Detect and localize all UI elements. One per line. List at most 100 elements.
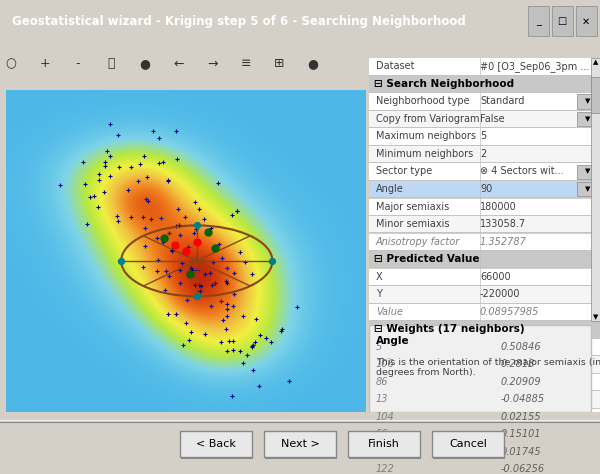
FancyBboxPatch shape <box>264 431 336 457</box>
Point <box>206 302 216 310</box>
FancyBboxPatch shape <box>369 93 600 110</box>
Point <box>175 266 185 273</box>
FancyBboxPatch shape <box>369 164 600 180</box>
Point <box>126 163 136 171</box>
Point <box>164 310 173 318</box>
Text: -220000: -220000 <box>480 289 520 299</box>
Point <box>238 359 248 367</box>
Point <box>247 342 256 350</box>
Point <box>191 225 201 233</box>
Point <box>192 238 202 246</box>
Text: 180000: 180000 <box>480 201 517 211</box>
Point <box>99 188 109 196</box>
Point <box>227 392 236 400</box>
FancyBboxPatch shape <box>480 464 495 474</box>
Point <box>190 281 200 288</box>
FancyBboxPatch shape <box>369 321 600 337</box>
Text: 0.01745: 0.01745 <box>500 447 541 457</box>
Text: Major semiaxis: Major semiaxis <box>376 201 449 211</box>
Point <box>95 176 104 183</box>
FancyBboxPatch shape <box>369 146 600 163</box>
Point <box>194 205 203 213</box>
Text: Finish: Finish <box>368 439 400 449</box>
Text: 133058.7: 133058.7 <box>480 219 526 229</box>
Text: Dataset: Dataset <box>376 61 415 72</box>
Text: ✋: ✋ <box>108 57 115 71</box>
Text: ▲: ▲ <box>593 59 598 65</box>
Point <box>142 173 151 181</box>
Point <box>229 346 238 354</box>
FancyBboxPatch shape <box>576 7 597 36</box>
Point <box>174 222 184 229</box>
FancyBboxPatch shape <box>369 181 600 197</box>
Point <box>152 267 162 274</box>
Text: Anisotropy factor: Anisotropy factor <box>376 237 460 246</box>
Text: →: → <box>207 57 217 71</box>
Point <box>214 179 223 187</box>
Point <box>192 292 202 300</box>
FancyBboxPatch shape <box>349 433 421 459</box>
Point <box>203 228 212 236</box>
Point <box>186 264 196 272</box>
FancyBboxPatch shape <box>369 426 600 443</box>
Point <box>100 158 110 166</box>
Text: 13: 13 <box>376 394 388 404</box>
Point <box>200 330 210 337</box>
Point <box>217 254 227 262</box>
Point <box>210 280 220 287</box>
Point <box>167 247 176 255</box>
Point <box>89 192 98 200</box>
FancyBboxPatch shape <box>480 447 495 457</box>
Point <box>133 178 143 185</box>
Point <box>146 215 155 223</box>
Point <box>113 217 123 225</box>
FancyBboxPatch shape <box>369 304 600 320</box>
Point <box>190 198 200 206</box>
FancyBboxPatch shape <box>480 359 495 369</box>
Text: -0.06256: -0.06256 <box>500 465 545 474</box>
Text: ▼: ▼ <box>584 186 590 192</box>
FancyBboxPatch shape <box>369 444 600 460</box>
Point <box>167 246 177 254</box>
Point <box>217 297 226 305</box>
Point <box>266 338 276 346</box>
Text: Angle: Angle <box>376 336 410 346</box>
FancyBboxPatch shape <box>480 411 495 422</box>
Text: 90: 90 <box>480 184 492 194</box>
FancyBboxPatch shape <box>369 338 600 355</box>
Text: ▼: ▼ <box>584 168 590 174</box>
Point <box>224 337 234 345</box>
Point <box>180 213 190 221</box>
Text: ⊗ 4 Sectors wit...: ⊗ 4 Sectors wit... <box>480 166 563 176</box>
FancyBboxPatch shape <box>432 431 504 457</box>
Point <box>194 281 203 289</box>
FancyBboxPatch shape <box>369 356 600 373</box>
Point <box>277 325 287 333</box>
Point <box>79 159 88 166</box>
Point <box>175 231 185 238</box>
FancyBboxPatch shape <box>480 394 495 404</box>
Point <box>106 120 115 128</box>
Text: Minimum neighbors: Minimum neighbors <box>376 149 473 159</box>
Text: < Back: < Back <box>196 439 236 449</box>
Point <box>261 334 271 342</box>
Point <box>268 257 277 264</box>
Point <box>222 305 232 313</box>
FancyBboxPatch shape <box>369 409 600 425</box>
Text: This is the orientation of the major semiaxis (in
degrees from North).: This is the orientation of the major sem… <box>376 357 600 377</box>
Text: ▼: ▼ <box>584 116 590 122</box>
Point <box>163 177 172 185</box>
Text: Minor semiaxis: Minor semiaxis <box>376 219 449 229</box>
FancyBboxPatch shape <box>369 251 600 267</box>
Text: 122: 122 <box>376 465 395 474</box>
Point <box>248 342 257 349</box>
Point <box>222 264 232 272</box>
Point <box>227 211 237 219</box>
FancyBboxPatch shape <box>369 286 600 302</box>
Point <box>214 240 223 248</box>
Text: Maximum neighbors: Maximum neighbors <box>376 131 476 141</box>
FancyBboxPatch shape <box>577 182 598 196</box>
Text: Next >: Next > <box>281 439 319 449</box>
FancyBboxPatch shape <box>369 325 591 412</box>
Point <box>254 383 263 390</box>
